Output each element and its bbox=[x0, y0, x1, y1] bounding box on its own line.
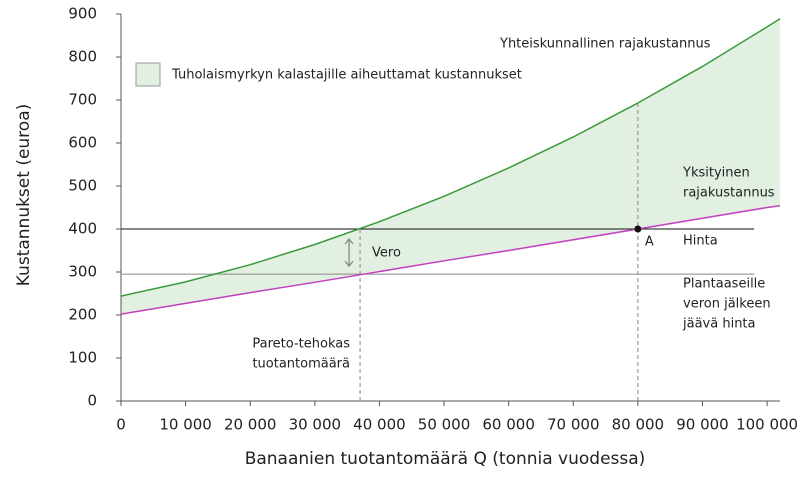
line-series bbox=[120, 205, 781, 315]
annotation: Plantaaseille bbox=[683, 277, 765, 292]
x-tick-label: 0 bbox=[116, 416, 126, 434]
annotation: tuotantomäärä bbox=[252, 357, 350, 372]
y-axis-title: Kustannukset (euroa) bbox=[14, 104, 34, 287]
y-tick-label: 100 bbox=[68, 349, 97, 367]
x-tick-label: 80 000 bbox=[612, 416, 665, 434]
x-axis-title: Banaanien tuotantomäärä Q (tonnia vuodes… bbox=[245, 449, 646, 469]
annotation: rajakustannus bbox=[683, 186, 775, 201]
tax-arrow bbox=[344, 237, 354, 268]
y-tick-label: 500 bbox=[68, 177, 97, 195]
annotation: veron jälkeen bbox=[683, 297, 771, 312]
annotation: jäävä hinta bbox=[682, 317, 756, 332]
y-tick-label: 0 bbox=[87, 392, 97, 410]
y-tick-label: 600 bbox=[68, 134, 97, 152]
y-tick-label: 300 bbox=[68, 263, 97, 281]
x-tick-label: 40 000 bbox=[353, 416, 406, 434]
x-tick-label: 100 000 bbox=[736, 416, 798, 434]
annotation: Vero bbox=[372, 246, 401, 261]
y-tick-label: 700 bbox=[68, 91, 97, 109]
shaded-area bbox=[121, 18, 780, 315]
x-tick-label: 20 000 bbox=[224, 416, 277, 434]
line-series bbox=[120, 18, 781, 297]
annotation: Pareto-tehokas bbox=[252, 337, 350, 352]
annotation: A bbox=[645, 235, 654, 250]
annotation: Yksityinen bbox=[682, 166, 750, 181]
x-tick-label: 50 000 bbox=[418, 416, 471, 434]
y-tick-label: 900 bbox=[68, 5, 97, 23]
x-tick-label: 30 000 bbox=[289, 416, 342, 434]
legend-swatch bbox=[135, 62, 161, 87]
legend-label: Tuholaismyrkyn kalastajille aiheuttamat … bbox=[171, 68, 522, 83]
annotation: Hinta bbox=[683, 234, 718, 249]
y-tick-label: 400 bbox=[68, 220, 97, 238]
x-tick-label: 10 000 bbox=[159, 416, 212, 434]
point-a bbox=[634, 225, 642, 233]
annotation: Yhteiskunnallinen rajakustannus bbox=[499, 37, 711, 52]
x-tick-label: 60 000 bbox=[482, 416, 535, 434]
x-tick-label: 90 000 bbox=[676, 416, 729, 434]
x-tick-label: 70 000 bbox=[547, 416, 600, 434]
y-tick-label: 200 bbox=[68, 306, 97, 324]
y-tick-label: 800 bbox=[68, 48, 97, 66]
